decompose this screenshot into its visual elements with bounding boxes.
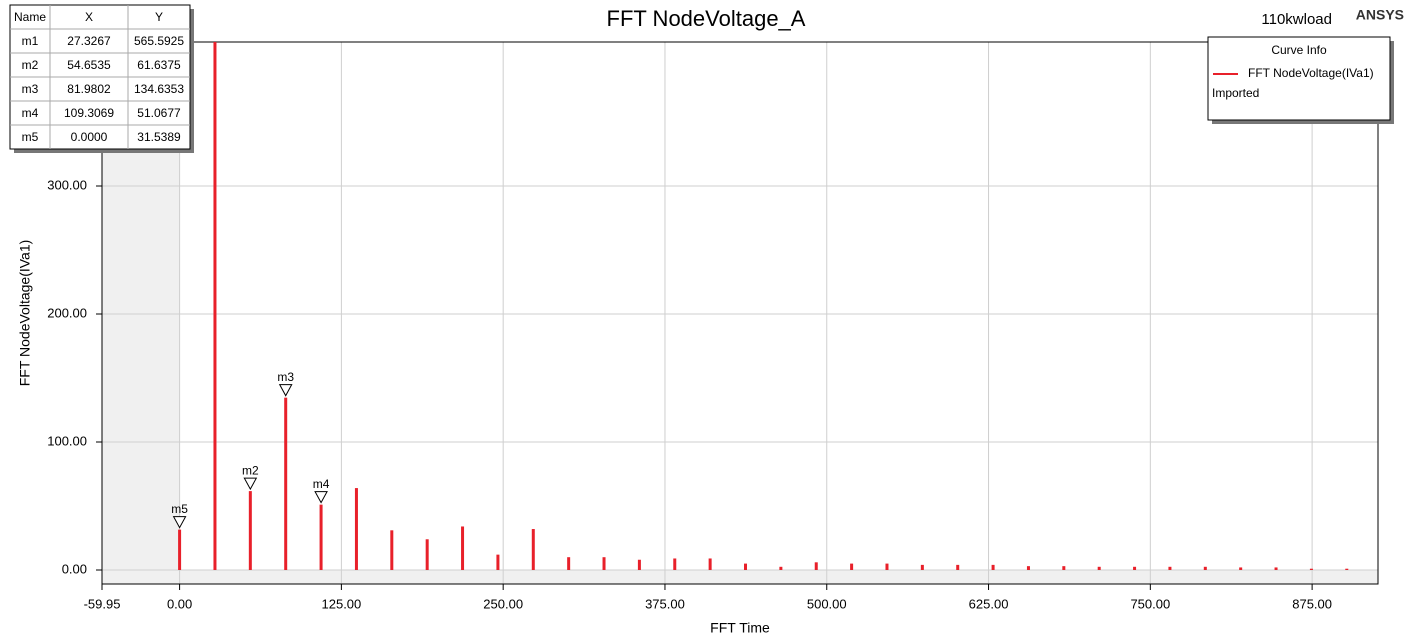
- table-cell: 134.6353: [134, 82, 184, 96]
- marker-triangle: [172, 516, 187, 529]
- legend: [1207, 36, 1391, 121]
- stem: [1168, 566, 1172, 570]
- stem: [354, 488, 358, 570]
- table-cell: m1: [22, 34, 39, 48]
- table-header: X: [85, 10, 93, 24]
- stem: [496, 554, 500, 570]
- stem: [1203, 566, 1207, 570]
- stem: [850, 563, 854, 570]
- stem: [744, 563, 748, 570]
- stem: [708, 558, 712, 570]
- stem: [178, 529, 182, 570]
- chart-title: FFT NodeVoltage_A: [607, 6, 806, 31]
- x-tick-label: 375.00: [645, 596, 685, 611]
- legend-note: Imported: [1212, 86, 1259, 100]
- stem: [461, 526, 465, 570]
- marker-triangle: [314, 491, 328, 504]
- stem: [1026, 566, 1030, 570]
- stem: [602, 557, 606, 570]
- table-cell: m2: [22, 58, 39, 72]
- stem: [319, 504, 323, 570]
- table-cell: m4: [22, 106, 39, 120]
- marker-label: m5: [171, 502, 188, 516]
- stem: [637, 559, 641, 570]
- table-cell: 109.3069: [64, 106, 114, 120]
- legend-title: Curve Info: [1271, 43, 1327, 57]
- table-cell: 565.5925: [134, 34, 184, 48]
- table-cell: 27.3267: [67, 34, 111, 48]
- stem: [1133, 566, 1137, 570]
- stem: [779, 566, 783, 570]
- x-tick-label: 750.00: [1130, 596, 1170, 611]
- stem: [673, 558, 677, 570]
- x-tick-label: 0.00: [167, 596, 192, 611]
- brand: ANSYS: [1356, 7, 1404, 23]
- y-tick-label: 100.00: [47, 433, 87, 448]
- stem: [531, 529, 535, 570]
- table-cell: 31.5389: [137, 130, 181, 144]
- stem: [248, 491, 252, 570]
- marker-triangle: [243, 477, 258, 491]
- table-cell: 81.9802: [67, 82, 111, 96]
- x-tick-label: 625.00: [969, 596, 1009, 611]
- y-axis-label: FFT NodeVoltage(IVa1): [17, 240, 33, 387]
- stem: [284, 397, 288, 570]
- table-cell: 51.0677: [137, 106, 181, 120]
- x-tick-label: 125.00: [322, 596, 362, 611]
- corner-label: 110kwload: [1261, 11, 1332, 28]
- stem: [814, 562, 818, 570]
- stem: [1274, 567, 1278, 570]
- x-tick-label: 500.00: [807, 596, 847, 611]
- y-tick-label: 200.00: [47, 305, 87, 320]
- table-header: Y: [155, 10, 163, 24]
- stem: [920, 564, 924, 570]
- shaded-region: [102, 569, 1378, 584]
- table-cell: 0.0000: [71, 130, 108, 144]
- marker-label: m2: [242, 463, 259, 477]
- table-cell: m3: [22, 82, 39, 96]
- stem: [1345, 568, 1349, 570]
- x-tick-label: 250.00: [483, 596, 523, 611]
- y-tick-label: 300.00: [47, 177, 87, 192]
- x-tick-label: -59.95: [84, 596, 121, 611]
- stem: [885, 563, 889, 570]
- data-layer: [178, 42, 1349, 570]
- table-cell: 61.6375: [137, 58, 181, 72]
- stem: [213, 42, 217, 570]
- marker-label: m4: [313, 477, 330, 491]
- legend-entry: FFT NodeVoltage(IVa1): [1248, 66, 1374, 80]
- stem: [1062, 566, 1066, 570]
- stem: [425, 539, 429, 570]
- table-cell: m5: [22, 130, 39, 144]
- stem: [567, 557, 571, 570]
- marker-triangle: [278, 384, 293, 397]
- stem: [1239, 567, 1243, 570]
- stem: [956, 564, 960, 570]
- x-tick-label: 875.00: [1292, 596, 1332, 611]
- stem: [1309, 568, 1313, 570]
- stem: [1097, 566, 1101, 570]
- table-cell: 54.6535: [67, 58, 111, 72]
- y-tick-label: 0.00: [62, 561, 87, 576]
- plot-frame: [101, 41, 1379, 585]
- table-header: Name: [14, 10, 46, 24]
- plot-area: [102, 42, 1378, 584]
- stem: [991, 564, 995, 570]
- x-axis-label: FFT Time: [710, 620, 770, 636]
- marker-label: m3: [277, 370, 294, 384]
- stem: [390, 530, 394, 570]
